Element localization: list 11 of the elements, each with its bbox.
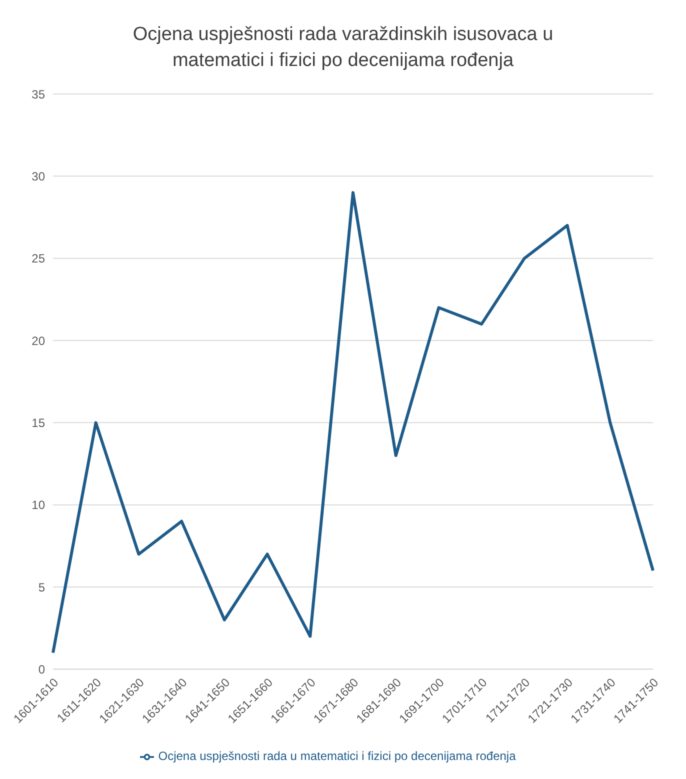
y-tick-label: 0 — [38, 662, 46, 676]
chart-title: Ocjena uspješnosti rada varaždinskih isusovaca u matematici i fizici po decenijama rođenja — [132, 23, 554, 73]
y-tick-label: 5 — [38, 580, 46, 594]
line-series — [52, 191, 654, 654]
y-tick-label: 15 — [32, 416, 46, 430]
y-tick-label: 30 — [32, 169, 46, 184]
y-tick-label: 35 — [32, 87, 46, 102]
y-tick-label: 10 — [32, 498, 46, 512]
y-tick-label: 20 — [32, 334, 46, 348]
legend-label: Ocjena uspješnosti rada u matematici i fizici po decenijama rođenja — [158, 749, 516, 764]
y-tick-label: 25 — [32, 252, 46, 266]
